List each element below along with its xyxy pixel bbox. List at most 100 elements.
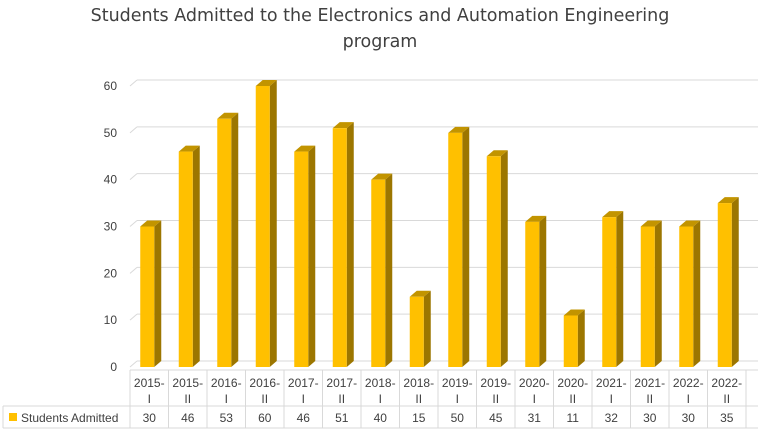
bar-top (525, 215, 547, 222)
y-tick-label: 0 (110, 360, 117, 374)
chart-title: Students Admitted to the Electronics and… (91, 6, 670, 52)
bar (525, 215, 547, 367)
x-tick-label: I (225, 392, 228, 406)
bar-side (385, 173, 393, 367)
y-tick-label: 30 (104, 220, 118, 234)
bar-front (294, 151, 309, 367)
bar-front (217, 118, 232, 368)
x-tick-label: 2021- (596, 376, 627, 390)
bars (140, 80, 739, 368)
data-table: 2015-I302015-II462016-I532016-II602017-I… (2, 369, 758, 429)
bar-side (154, 220, 162, 367)
bar-front (140, 226, 155, 367)
x-tick-label: II (184, 392, 191, 406)
y-tick-label: 40 (104, 173, 118, 187)
x-tick-label: II (723, 392, 730, 406)
x-tick-label: II (261, 392, 268, 406)
bar-front (332, 128, 347, 367)
bar (178, 145, 200, 367)
data-label: 30 (643, 411, 657, 425)
x-tick-label: II (415, 392, 422, 406)
bar (140, 220, 162, 367)
bar-side (308, 145, 316, 367)
bar-top (332, 122, 354, 129)
bar-front (563, 315, 578, 367)
bar-front (486, 156, 501, 367)
bar (255, 80, 277, 367)
bar-side (654, 220, 662, 367)
x-tick-label: I (456, 392, 459, 406)
data-label: 46 (297, 411, 311, 425)
bar-top (255, 80, 277, 86)
bar-top (486, 150, 508, 157)
gridline-side (129, 220, 138, 227)
bar-side (577, 309, 585, 367)
bar-front (448, 132, 463, 367)
data-label: 31 (528, 411, 542, 425)
x-tick-label: 2020- (557, 376, 588, 390)
bar-top (371, 173, 393, 180)
bar-front (717, 203, 732, 367)
bar-top (140, 220, 162, 227)
bar-top (679, 220, 701, 227)
bar-top (640, 220, 662, 227)
data-label: 45 (489, 411, 503, 425)
x-tick-label: I (379, 392, 382, 406)
bar-top (409, 290, 431, 297)
data-label: 51 (335, 411, 349, 425)
x-tick-label: 2020- (519, 376, 550, 390)
bar-front (255, 86, 270, 367)
gridline-side (129, 173, 138, 181)
legend-label: Students Admitted (21, 411, 118, 425)
data-label: 15 (412, 411, 426, 425)
bar-side (346, 122, 354, 368)
x-tick-label: 2019- (480, 376, 511, 390)
bar-side (539, 215, 547, 367)
x-tick-label: I (610, 392, 613, 406)
bar-side (462, 126, 470, 367)
x-tick-label: 2017- (326, 376, 357, 390)
bar-side (192, 145, 200, 367)
bar-top (294, 145, 316, 152)
bar (371, 173, 393, 367)
bar-top (217, 112, 239, 119)
y-axis-ticks: 0 10 20 30 40 50 60 (104, 79, 118, 374)
x-tick-label: 2018- (365, 376, 396, 390)
x-tick-label: I (302, 392, 305, 406)
x-tick-label: II (646, 392, 653, 406)
y-tick-label: 20 (104, 266, 118, 280)
bar-front (525, 221, 540, 367)
x-tick-label: 2022- (711, 376, 742, 390)
x-tick-label: I (687, 392, 690, 406)
data-label: 11 (567, 411, 580, 425)
bar (332, 122, 354, 368)
x-tick-label: I (148, 392, 151, 406)
bar (448, 126, 470, 367)
x-tick-label: 2017- (288, 376, 319, 390)
data-label: 46 (181, 411, 195, 425)
data-label: 35 (720, 411, 734, 425)
chart-title-line-2: program (343, 32, 418, 52)
bar (409, 290, 431, 367)
y-tick-label: 50 (104, 126, 118, 140)
bar-front (679, 226, 694, 367)
data-label: 60 (258, 411, 272, 425)
x-tick-label: I (533, 392, 536, 406)
bar-side (269, 80, 277, 367)
bar (602, 211, 624, 367)
gridlines (129, 79, 758, 368)
bar-side (423, 290, 431, 367)
bar (217, 112, 239, 368)
bar-front (178, 151, 193, 367)
data-label: 32 (605, 411, 619, 425)
bar (679, 220, 701, 367)
x-tick-label: 2018- (403, 376, 434, 390)
bar-front (640, 226, 655, 367)
gridline-side (129, 79, 138, 87)
bar-front (371, 179, 386, 367)
data-label: 53 (220, 411, 234, 425)
bar-side (616, 211, 624, 367)
x-tick-label: II (338, 392, 345, 406)
x-tick-label: 2019- (442, 376, 473, 390)
